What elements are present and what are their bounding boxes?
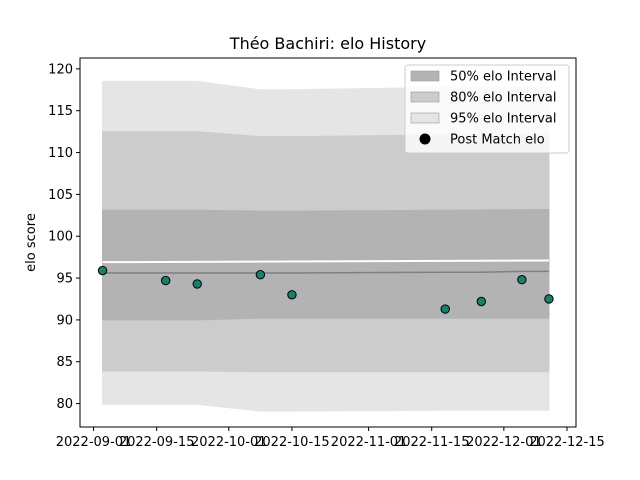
y-tick-label: 100 [48, 230, 73, 245]
y-axis-label: elo score [24, 213, 39, 272]
post-match-elo-point [192, 279, 202, 289]
post-match-elo-point [517, 275, 527, 285]
x-tick-label: 2022-09-01 [56, 435, 132, 450]
y-tick-label: 80 [56, 397, 73, 412]
y-tick-label: 110 [48, 146, 73, 161]
post-match-elo-point [287, 290, 297, 300]
x-tick-label: 2022-10-15 [254, 435, 330, 450]
y-tick-label: 105 [48, 188, 73, 203]
legend-label: 80% elo Interval [450, 91, 557, 106]
post-match-elo-point [476, 296, 487, 307]
band-50pct [102, 208, 550, 321]
y-tick-label: 120 [48, 62, 73, 77]
white-line [102, 259, 549, 264]
chart-title: Théo Bachiri: elo History [229, 34, 426, 53]
legend: 50% elo Interval 80% elo Interval 95% elo … [404, 64, 570, 154]
x-tick-label: 2022-12-15 [529, 435, 605, 450]
legend-label: Post Match elo [450, 133, 545, 148]
post-match-elo-point [440, 304, 450, 314]
y-tick-label: 90 [56, 313, 73, 328]
legend-box [404, 64, 570, 154]
legend-label: 50% elo Interval [450, 70, 557, 85]
post-match-elo-point [255, 270, 266, 280]
post-match-elo-point [97, 265, 108, 276]
x-tick-label: 2022-11-15 [394, 435, 470, 450]
x-tick-label: 2022-09-15 [119, 435, 195, 450]
legend-swatch [410, 91, 440, 103]
post-match-elo-point [544, 294, 554, 304]
y-tick-label: 115 [48, 104, 73, 119]
y-tick-label: 95 [56, 272, 73, 287]
legend-label: 95% elo Interval [450, 112, 557, 127]
post-match-elo-point [160, 275, 171, 286]
legend-swatch [410, 70, 440, 82]
x-tick-label: 2022-12-01 [466, 435, 542, 450]
plot-frame [79, 57, 577, 428]
y-tick-label: 85 [56, 355, 73, 370]
mean-elo-line [102, 270, 549, 274]
legend-marker [419, 133, 431, 145]
x-tick-label: 2022-10-01 [191, 435, 267, 450]
x-tick-label: 2022-11-01 [331, 435, 407, 450]
legend-swatch [410, 112, 440, 124]
